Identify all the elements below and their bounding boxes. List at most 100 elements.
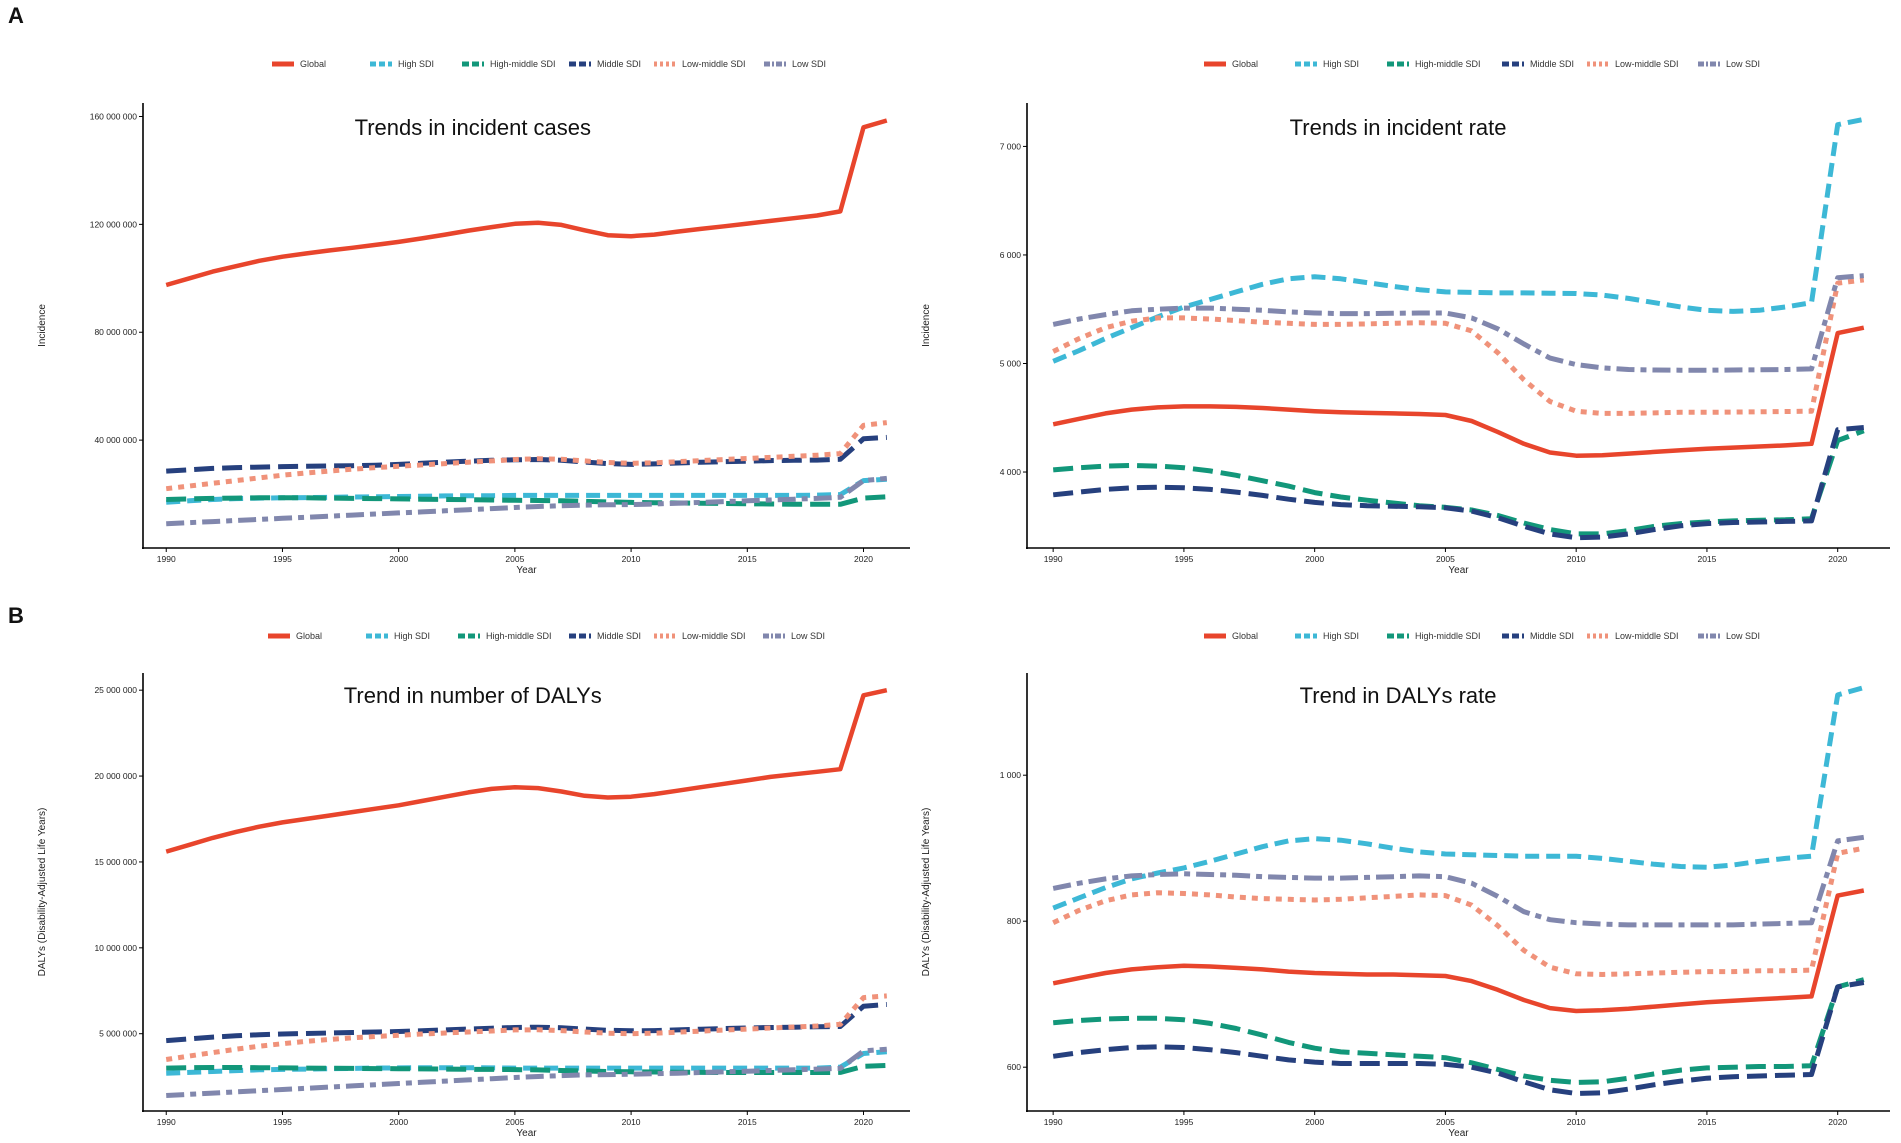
legend-label-low-middle-sdi: Low-middle SDI bbox=[1615, 59, 1679, 69]
legend-label-global: Global bbox=[300, 59, 326, 69]
series-line-middle-sdi bbox=[1052, 980, 1865, 1096]
series-line-low-sdi bbox=[1052, 273, 1865, 373]
series-line-high-middle-sdi bbox=[1052, 977, 1865, 1085]
legend-label-high-sdi: High SDI bbox=[1323, 59, 1359, 69]
series-line-global bbox=[1052, 888, 1865, 1014]
x-tick-label: 2005 bbox=[505, 1117, 524, 1127]
y-axis-label: DALYs (Disability-Adjusted Life Years) bbox=[921, 808, 932, 977]
y-tick-label: 4 000 bbox=[1000, 467, 1022, 477]
x-tick-label: 2005 bbox=[1436, 1117, 1455, 1127]
legend-label-global: Global bbox=[1232, 631, 1258, 641]
legend-label-global: Global bbox=[1232, 59, 1258, 69]
x-tick-label: 2020 bbox=[1828, 1117, 1847, 1127]
legend-label-high-sdi: High SDI bbox=[394, 631, 430, 641]
x-axis-label: Year bbox=[516, 565, 537, 576]
x-tick-label: 1990 bbox=[157, 554, 176, 564]
series-line-low-sdi bbox=[166, 1046, 887, 1098]
x-tick-label: 2010 bbox=[1567, 554, 1586, 564]
y-tick-label: 7 000 bbox=[1000, 141, 1022, 151]
legend-label-low-middle-sdi: Low-middle SDI bbox=[682, 59, 746, 69]
x-tick-label: 2000 bbox=[389, 554, 408, 564]
x-tick-label: 2010 bbox=[622, 554, 641, 564]
x-axis-label: Year bbox=[1448, 1128, 1469, 1139]
legend: Global High SDI High-middle SDI Middle SDI L… bbox=[1204, 59, 1760, 69]
legend-label-low-sdi: Low SDI bbox=[1726, 59, 1760, 69]
series-line-middle-sdi bbox=[166, 434, 887, 474]
legend-label-middle-sdi: Middle SDI bbox=[597, 59, 641, 69]
chart-title: Trend in number of DALYs bbox=[344, 683, 602, 708]
x-tick-label: 1990 bbox=[157, 1117, 176, 1127]
x-tick-label: 1995 bbox=[273, 1117, 292, 1127]
x-tick-label: 2020 bbox=[854, 1117, 873, 1127]
y-tick-label: 600 bbox=[1007, 1062, 1021, 1072]
x-tick-label: 1995 bbox=[273, 554, 292, 564]
legend-label-middle-sdi: Middle SDI bbox=[597, 631, 641, 641]
y-tick-label: 5 000 000 bbox=[99, 1029, 137, 1039]
x-tick-label: 2005 bbox=[505, 554, 524, 564]
legend-label-high-middle-sdi: High-middle SDI bbox=[490, 59, 556, 69]
chart-2: Global High SDI High-middle SDI Middle SDI L… bbox=[921, 59, 1890, 576]
series-line-global bbox=[165, 118, 888, 288]
legend-label-global: Global bbox=[296, 631, 322, 641]
series-line-high-sdi bbox=[1052, 116, 1865, 364]
x-tick-label: 1995 bbox=[1174, 1117, 1193, 1127]
legend-label-high-sdi: High SDI bbox=[398, 59, 434, 69]
series-line-low-middle-sdi bbox=[165, 993, 887, 1062]
legend-label-high-middle-sdi: High-middle SDI bbox=[1415, 59, 1481, 69]
series-line-middle-sdi bbox=[1052, 425, 1865, 541]
x-axis-label: Year bbox=[1448, 565, 1469, 576]
y-tick-label: 10 000 000 bbox=[94, 943, 137, 953]
y-tick-label: 40 000 000 bbox=[94, 435, 137, 445]
x-tick-label: 2005 bbox=[1436, 554, 1455, 564]
y-tick-label: 120 000 000 bbox=[90, 219, 138, 229]
series-line-low-sdi bbox=[1052, 834, 1865, 928]
y-axis-label: DALYs (Disability-Adjusted Life Years) bbox=[37, 808, 48, 977]
series-line-low-middle-sdi bbox=[1052, 277, 1865, 416]
legend-label-low-middle-sdi: Low-middle SDI bbox=[682, 631, 746, 641]
y-tick-label: 1 000 bbox=[1000, 770, 1022, 780]
y-tick-label: 6 000 bbox=[1000, 250, 1022, 260]
chart-title: Trends in incident rate bbox=[1290, 115, 1507, 140]
x-tick-label: 2000 bbox=[389, 1117, 408, 1127]
chart-title: Trends in incident cases bbox=[355, 115, 591, 140]
legend-label-high-sdi: High SDI bbox=[1323, 631, 1359, 641]
y-tick-label: 80 000 000 bbox=[94, 327, 137, 337]
x-tick-label: 2010 bbox=[1567, 1117, 1586, 1127]
x-tick-label: 1990 bbox=[1044, 554, 1063, 564]
y-tick-label: 160 000 000 bbox=[90, 111, 138, 121]
x-tick-label: 2020 bbox=[1828, 554, 1847, 564]
panel-label-b: B bbox=[8, 603, 24, 628]
x-tick-label: 2000 bbox=[1305, 1117, 1324, 1127]
y-axis-label: Incidence bbox=[921, 304, 932, 347]
legend-label-low-sdi: Low SDI bbox=[792, 59, 826, 69]
series-line-global bbox=[165, 688, 888, 854]
legend: Global High SDI High-middle SDI Middle SDI L… bbox=[268, 631, 825, 641]
x-tick-label: 2015 bbox=[738, 1117, 757, 1127]
x-tick-label: 2000 bbox=[1305, 554, 1324, 564]
chart-1: Global High SDI High-middle SDI Middle SDI L… bbox=[37, 59, 910, 576]
y-tick-label: 25 000 000 bbox=[94, 685, 137, 695]
series-line-high-sdi bbox=[166, 1049, 887, 1076]
legend: Global High SDI High-middle SDI Middle SDI L… bbox=[1204, 631, 1760, 641]
legend-label-low-sdi: Low SDI bbox=[1726, 631, 1760, 641]
legend-label-low-sdi: Low SDI bbox=[791, 631, 825, 641]
series-line-middle-sdi bbox=[166, 1002, 887, 1044]
series-line-low-sdi bbox=[166, 475, 888, 527]
x-tick-label: 2015 bbox=[1697, 1117, 1716, 1127]
legend-label-high-middle-sdi: High-middle SDI bbox=[486, 631, 552, 641]
chart-3: Global High SDI High-middle SDI Middle SDI L… bbox=[37, 631, 910, 1139]
x-tick-label: 2015 bbox=[738, 554, 757, 564]
x-tick-label: 2010 bbox=[622, 1117, 641, 1127]
legend-label-high-middle-sdi: High-middle SDI bbox=[1415, 631, 1481, 641]
y-tick-label: 15 000 000 bbox=[94, 857, 137, 867]
legend-label-middle-sdi: Middle SDI bbox=[1530, 631, 1574, 641]
series-line-global bbox=[1052, 325, 1865, 458]
legend-label-middle-sdi: Middle SDI bbox=[1530, 59, 1574, 69]
y-tick-label: 800 bbox=[1007, 916, 1021, 926]
chart-4: Global High SDI High-middle SDI Middle SDI L… bbox=[921, 631, 1890, 1139]
series-line-low-middle-sdi bbox=[1052, 845, 1865, 977]
x-tick-label: 1990 bbox=[1044, 1117, 1063, 1127]
y-axis-label: Incidence bbox=[37, 304, 48, 347]
charts-layer: Global High SDI High-middle SDI Middle SDI L… bbox=[37, 59, 1890, 1139]
